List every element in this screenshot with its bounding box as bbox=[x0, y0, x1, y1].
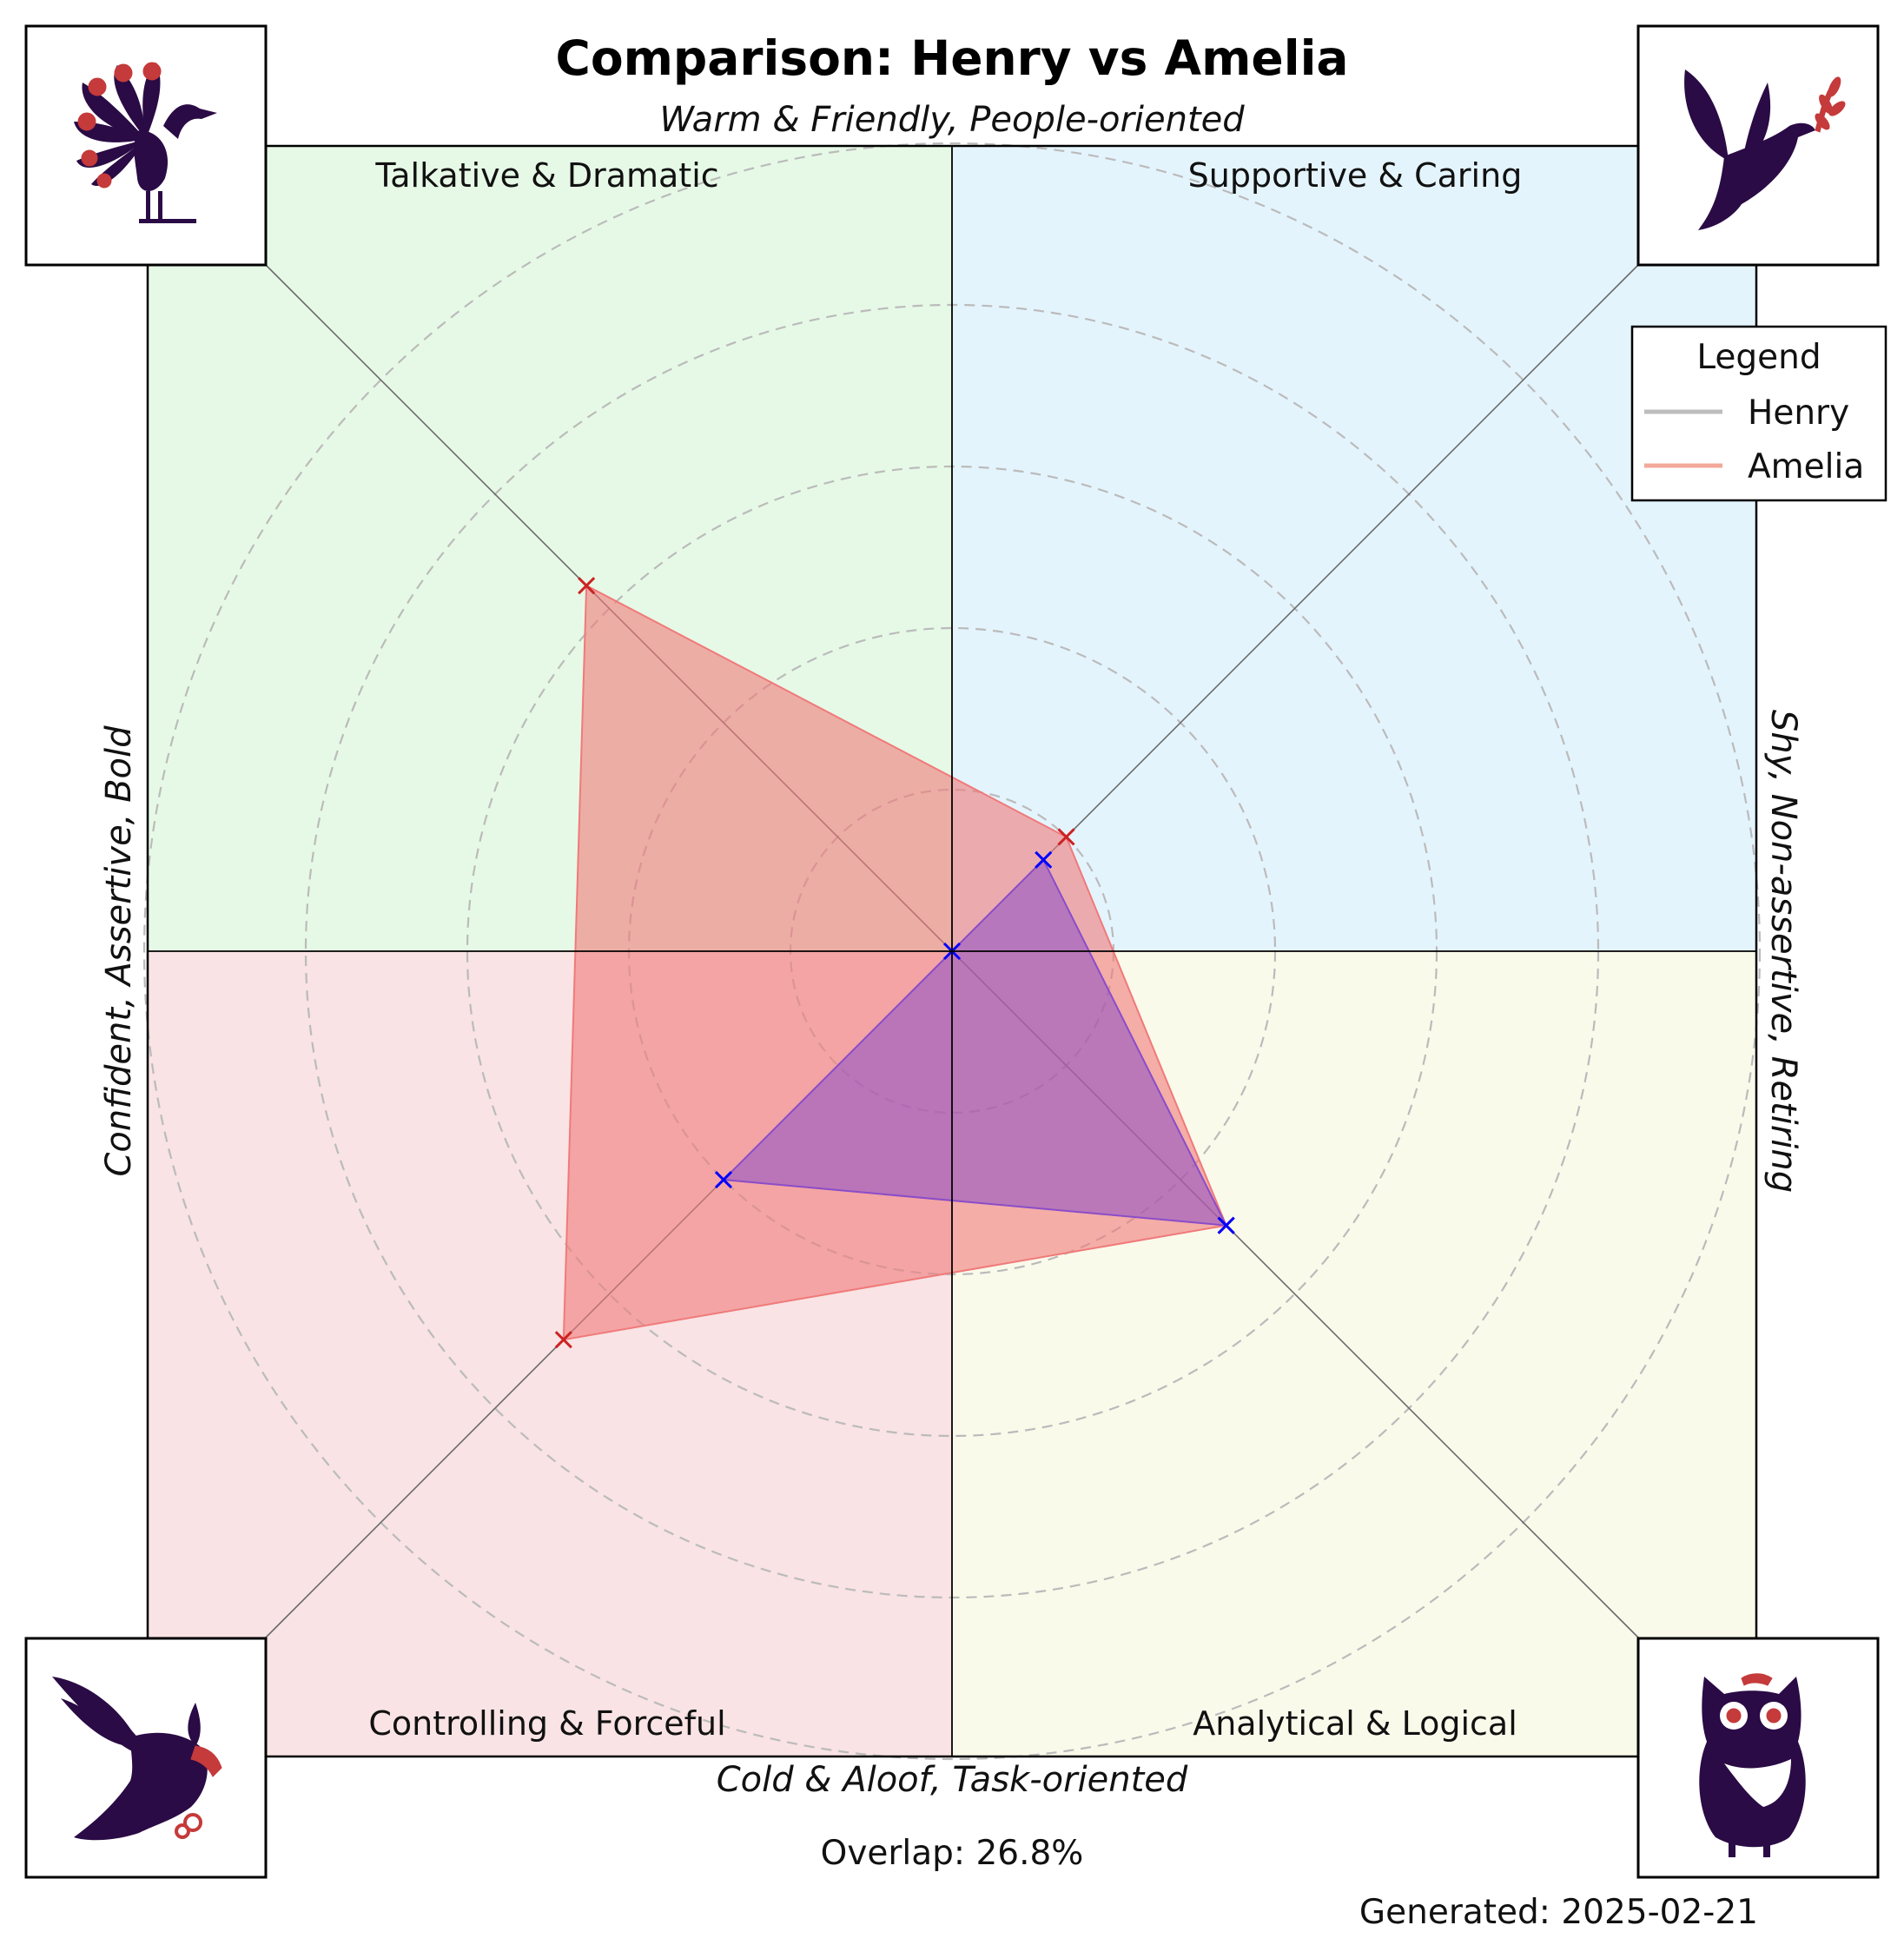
point-amelia bbox=[554, 1331, 572, 1349]
quadrant-label-controlling: Controlling & Forceful bbox=[368, 1704, 725, 1743]
legend: Legend Henry Amelia bbox=[1630, 325, 1887, 502]
point-henry bbox=[1035, 850, 1053, 869]
owl-icon bbox=[1636, 1637, 1880, 1879]
generated-text: Generated: 2025-02-21 bbox=[1359, 1893, 1758, 1932]
overlap-text: Overlap: 26.8% bbox=[821, 1834, 1084, 1873]
top-axis-label: Warm & Friendly, People-oriented bbox=[659, 100, 1245, 140]
legend-label-amelia: Amelia bbox=[1748, 447, 1864, 486]
point-amelia bbox=[578, 577, 596, 595]
point-henry bbox=[1217, 1216, 1235, 1234]
point-henry bbox=[714, 1170, 733, 1189]
chart-title: Comparison: Henry vs Amelia bbox=[555, 30, 1348, 86]
peacock-icon bbox=[24, 24, 268, 267]
quadrant-label-supportive: Supportive & Caring bbox=[1188, 156, 1523, 195]
left-axis-label: Confident, Assertive, Bold bbox=[99, 725, 139, 1177]
plot-frame bbox=[146, 144, 1758, 1758]
quadrant-label-talkative: Talkative & Dramatic bbox=[374, 156, 718, 195]
legend-label-henry: Henry bbox=[1748, 394, 1849, 433]
right-axis-label: Shy, Non-assertive, Retiring bbox=[1763, 710, 1803, 1193]
bottom-axis-label: Cold & Aloof, Task-oriented bbox=[717, 1760, 1188, 1800]
legend-title: Legend bbox=[1696, 338, 1821, 377]
quadrant-label-analytical: Analytical & Logical bbox=[1193, 1704, 1517, 1743]
series-layer bbox=[554, 577, 1235, 1349]
eagle-icon bbox=[24, 1637, 268, 1879]
dove-icon bbox=[1636, 24, 1880, 267]
grid-ring bbox=[142, 142, 1762, 1761]
point-amelia bbox=[1057, 828, 1075, 846]
